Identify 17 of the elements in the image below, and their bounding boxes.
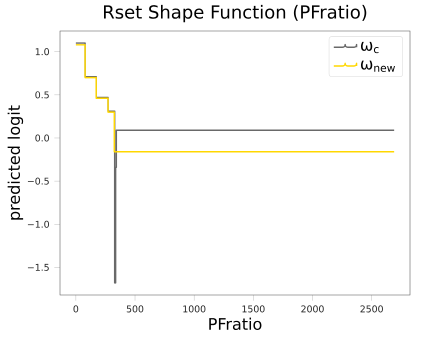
x-tick-label: 1000	[183, 305, 206, 312]
y-tick-label: 1.0	[36, 48, 49, 56]
y-tick-label: −1.0	[28, 220, 49, 228]
y-tick-label: −1.5	[28, 264, 49, 271]
chart-title: Rset Shape Function (PFratio)	[104, 4, 366, 22]
y-tick-label: 0.5	[35, 91, 49, 98]
x-tick-label: 2000	[301, 305, 324, 312]
legend-label: ω$_{new}$	[361, 60, 395, 72]
y-axis-title: predicted logit	[8, 105, 24, 220]
y-tick-label: 0.0	[35, 134, 49, 142]
x-tick-label: 1500	[242, 305, 265, 312]
x-tick-label: 2500	[360, 305, 383, 312]
x-tick-label: 0	[74, 305, 78, 312]
x-tick-label: 500	[126, 305, 144, 312]
y-tick-label: −0.5	[28, 178, 49, 185]
legend-label: ω$_{c}$	[361, 42, 379, 54]
x-axis-title: PFratio	[209, 318, 262, 330]
